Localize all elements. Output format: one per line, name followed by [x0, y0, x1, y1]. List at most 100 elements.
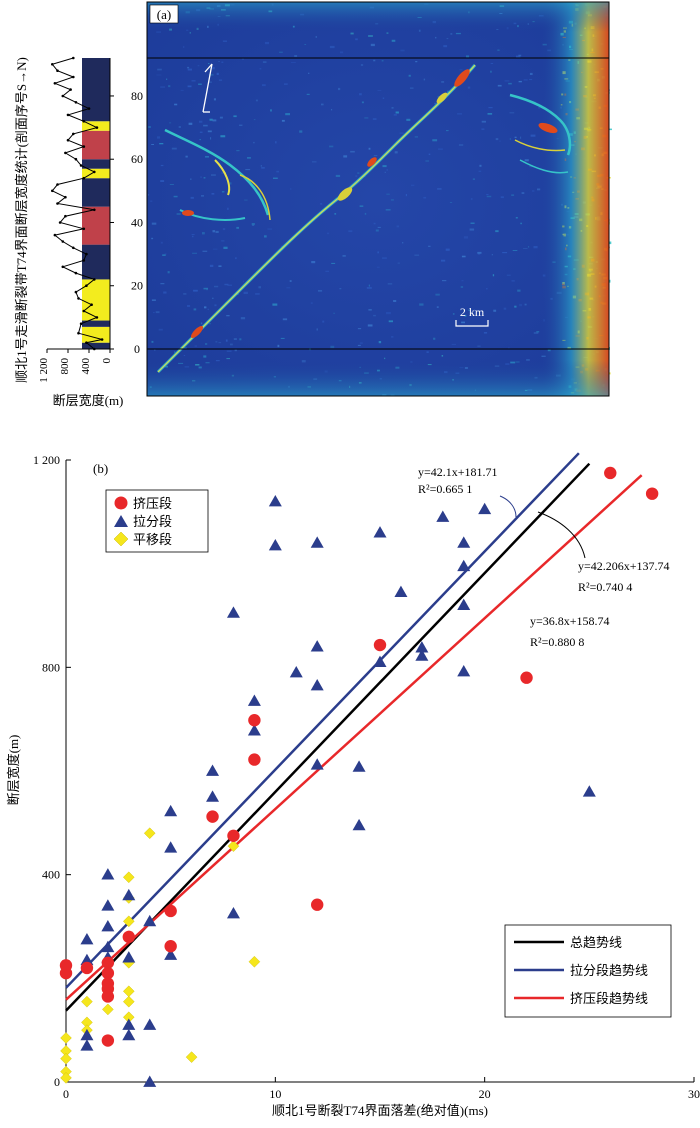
point-pingyi	[248, 955, 261, 968]
x-ticks: 0 10 20 30	[63, 1077, 700, 1101]
width-profile-point	[95, 126, 99, 129]
strip-x-ticks: 1 200 800 400 0	[38, 349, 113, 383]
strip-segment-red	[82, 130, 110, 160]
strip-y-tick-label: 60	[131, 152, 143, 166]
point-lafen	[122, 1018, 136, 1030]
equation-lafen-leader	[499, 495, 517, 518]
side-fault-features	[164, 93, 572, 221]
point-lafen	[478, 502, 492, 515]
strip-y-tick-label: 0	[134, 342, 140, 356]
legend-pingyi-label: 平移段	[133, 532, 172, 547]
point-pingyi	[227, 840, 240, 852]
x-tick-label: 20	[479, 1087, 491, 1101]
strip-y-tick-label: 20	[131, 279, 143, 293]
point-jiya	[248, 714, 261, 727]
point-lafen	[310, 678, 324, 691]
width-profile-point	[69, 88, 72, 91]
point-jiya	[164, 904, 177, 918]
y-tick-label: 800	[42, 660, 60, 674]
point-lafen	[164, 804, 178, 817]
strip-segment-yellow	[82, 121, 110, 131]
main-fault-trace	[156, 64, 477, 374]
strip-segment-navy	[82, 178, 110, 207]
plot-area: 0 400 800 1 200 0 10 20 30	[33, 452, 700, 1101]
point-lafen	[373, 526, 387, 538]
width-profile-point	[82, 227, 86, 231]
equation-lafen-r2: R²=0.665 1	[418, 482, 472, 496]
point-lafen	[415, 649, 429, 661]
width-profile-point	[82, 145, 86, 148]
point-lafen	[352, 760, 366, 772]
width-profile-point	[77, 297, 80, 300]
trend-lines	[65, 452, 643, 1012]
map-background	[147, 2, 609, 396]
point-lafen	[101, 899, 115, 911]
legend-diamond-marker	[113, 531, 129, 547]
strip-segment-yellow	[82, 168, 110, 179]
width-profile-point	[61, 94, 65, 98]
equation-lafen: y=42.1x+181.71 R²=0.665 1	[418, 465, 517, 518]
width-strip: 0 20 40 60 80 1 200 800 400 0 顺北1号走滑断裂带T74界面断层宽…	[14, 56, 143, 408]
strip-x-tick-label: 800	[59, 358, 71, 375]
point-jiya	[122, 930, 135, 944]
width-profile-point	[100, 338, 104, 341]
map-right-edge	[540, 2, 609, 396]
point-lafen	[394, 585, 408, 598]
width-profile-point	[61, 240, 65, 243]
legend-triangle-marker	[114, 515, 128, 527]
point-pingyi	[185, 1051, 198, 1063]
strip-segments	[82, 58, 110, 349]
width-profile-point	[53, 82, 57, 85]
width-profile-point	[51, 63, 54, 66]
point-lafen	[143, 1075, 157, 1087]
point-lafen	[101, 940, 115, 953]
point-pingyi	[123, 995, 135, 1008]
strip-x-tick-label: 400	[80, 358, 92, 375]
width-profile-point	[82, 309, 86, 313]
point-lafen	[80, 1039, 94, 1051]
strip-y-tick-label: 80	[131, 89, 143, 103]
point-jiya	[206, 810, 219, 823]
y-tick-label: 400	[42, 868, 60, 882]
scale-bar-label: 2 km	[460, 305, 485, 319]
width-profile-point	[66, 113, 70, 117]
point-jiya	[311, 898, 324, 911]
point-lafen	[268, 494, 282, 507]
legend-jiya-label: 挤压段	[133, 496, 172, 511]
width-profile-point	[82, 120, 86, 123]
point-lafen	[457, 664, 471, 677]
x-axis-label: 顺北1号断裂T74界面落差(绝对值)(ms)	[272, 1103, 488, 1118]
trendline-legend: 总趋势线 拉分段趋势线 挤压段趋势线	[504, 924, 672, 1018]
point-jiya	[604, 466, 617, 480]
strip-y-tick-label: 40	[131, 215, 143, 229]
series-jiya-markers	[59, 466, 659, 1047]
width-profile-point	[93, 208, 96, 212]
point-jiya	[227, 829, 240, 842]
panel-a-y-label: 顺北1号走滑断裂带T74界面断层宽度统计(剖面序号S→N)	[14, 57, 29, 383]
point-pingyi	[123, 871, 135, 884]
panel-a-label: (a)	[157, 7, 171, 22]
width-profile-point	[95, 316, 99, 319]
point-lafen	[80, 953, 94, 966]
legend-total-label: 总趋势线	[570, 935, 622, 950]
point-jiya	[373, 638, 387, 652]
width-profile-point	[58, 221, 62, 224]
width-profile-point	[93, 170, 96, 174]
point-lafen	[122, 951, 136, 963]
width-profile-point	[90, 303, 93, 307]
point-lafen	[80, 1028, 94, 1041]
width-profile-point	[61, 265, 65, 269]
width-profile-point	[85, 341, 88, 345]
point-jiya	[101, 990, 115, 1003]
map-top-edge	[147, 2, 609, 32]
strip-segment-navy	[82, 320, 110, 327]
equation-total-line: y=42.206x+137.74	[578, 559, 670, 573]
point-lafen	[80, 932, 94, 945]
width-profile-point	[64, 151, 67, 155]
point-lafen	[436, 510, 450, 522]
scale-bar: 2 km	[455, 305, 489, 327]
width-profile-point	[64, 195, 67, 199]
point-lafen	[143, 1018, 157, 1030]
strip-y-ticks: 0 20 40 60 80	[110, 89, 143, 356]
